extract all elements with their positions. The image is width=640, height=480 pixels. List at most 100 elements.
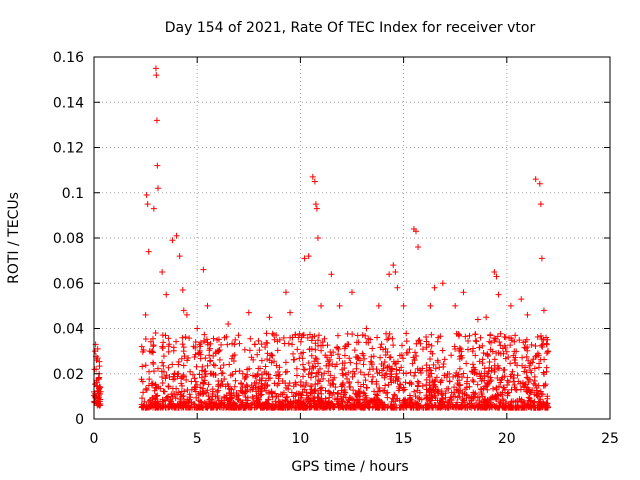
data-point (344, 399, 351, 406)
data-point (256, 396, 263, 403)
data-point (478, 389, 485, 396)
data-point (202, 355, 209, 362)
data-point (146, 368, 153, 375)
data-point (521, 404, 528, 411)
data-point (335, 404, 342, 411)
data-point (192, 388, 199, 395)
data-point (202, 368, 209, 375)
data-point (484, 386, 491, 393)
data-point (340, 394, 347, 401)
data-point (388, 368, 395, 375)
data-point (339, 370, 346, 377)
data-point (454, 373, 461, 380)
data-point (150, 335, 157, 342)
data-point (492, 395, 499, 402)
data-point (528, 369, 535, 376)
data-point (263, 330, 270, 337)
data-point (513, 387, 520, 394)
data-point (273, 332, 280, 339)
data-point (504, 390, 511, 397)
data-point (277, 391, 284, 398)
data-point (425, 404, 432, 411)
data-point (315, 332, 322, 339)
data-point (291, 356, 298, 363)
data-point (545, 404, 552, 411)
data-point (523, 374, 530, 381)
data-point (496, 339, 503, 346)
data-point (212, 371, 219, 378)
data-point (404, 349, 411, 356)
data-point (308, 386, 315, 393)
data-point (530, 380, 537, 387)
data-point (253, 379, 260, 386)
data-point (428, 331, 435, 338)
data-point (298, 394, 305, 401)
data-point (411, 357, 418, 364)
data-point (426, 374, 433, 381)
data-point (496, 365, 503, 372)
data-point (204, 302, 211, 309)
data-point (284, 393, 291, 400)
data-point (371, 396, 378, 403)
data-point (350, 387, 357, 394)
data-point (391, 361, 398, 368)
data-point (472, 352, 479, 359)
data-point (480, 350, 487, 357)
data-point (208, 370, 215, 377)
data-point (496, 403, 503, 410)
data-point (367, 358, 374, 365)
data-point (465, 338, 472, 345)
data-point (277, 404, 284, 411)
data-point (206, 352, 213, 359)
data-point (205, 381, 212, 388)
data-point (190, 343, 197, 350)
data-point (443, 385, 450, 392)
data-point (409, 360, 416, 367)
data-point (210, 361, 217, 368)
data-point (183, 311, 190, 318)
data-point (491, 356, 498, 363)
data-point (219, 399, 226, 406)
data-point (363, 325, 370, 332)
data-point (309, 173, 316, 180)
data-point (423, 344, 430, 351)
data-point (524, 311, 531, 318)
data-point (307, 374, 314, 381)
data-point (369, 373, 376, 380)
data-point (502, 344, 509, 351)
data-point (290, 350, 297, 357)
data-point (342, 394, 349, 401)
data-point (313, 370, 320, 377)
data-point (438, 388, 445, 395)
data-point (508, 371, 515, 378)
data-point (339, 382, 346, 389)
data-point (536, 180, 543, 187)
x-tick-label: 5 (193, 431, 202, 447)
data-point (226, 396, 233, 403)
data-point (292, 332, 299, 339)
data-point (497, 330, 504, 337)
data-point (517, 380, 524, 387)
data-point (287, 334, 294, 341)
data-point (215, 348, 222, 355)
data-point (94, 388, 101, 395)
data-point (428, 342, 435, 349)
data-point (329, 400, 336, 407)
data-point (312, 381, 319, 388)
data-point (362, 377, 369, 384)
data-point (307, 404, 314, 411)
data-point (487, 374, 494, 381)
data-point (445, 404, 452, 411)
data-point (475, 394, 482, 401)
data-point (334, 390, 341, 397)
data-point (336, 302, 343, 309)
data-point (531, 365, 538, 372)
data-point (402, 379, 409, 386)
data-point (488, 377, 495, 384)
data-point (318, 390, 325, 397)
data-point (140, 346, 147, 353)
data-point (479, 401, 486, 408)
data-point (406, 346, 413, 353)
data-point (169, 237, 176, 244)
data-point (435, 359, 442, 366)
